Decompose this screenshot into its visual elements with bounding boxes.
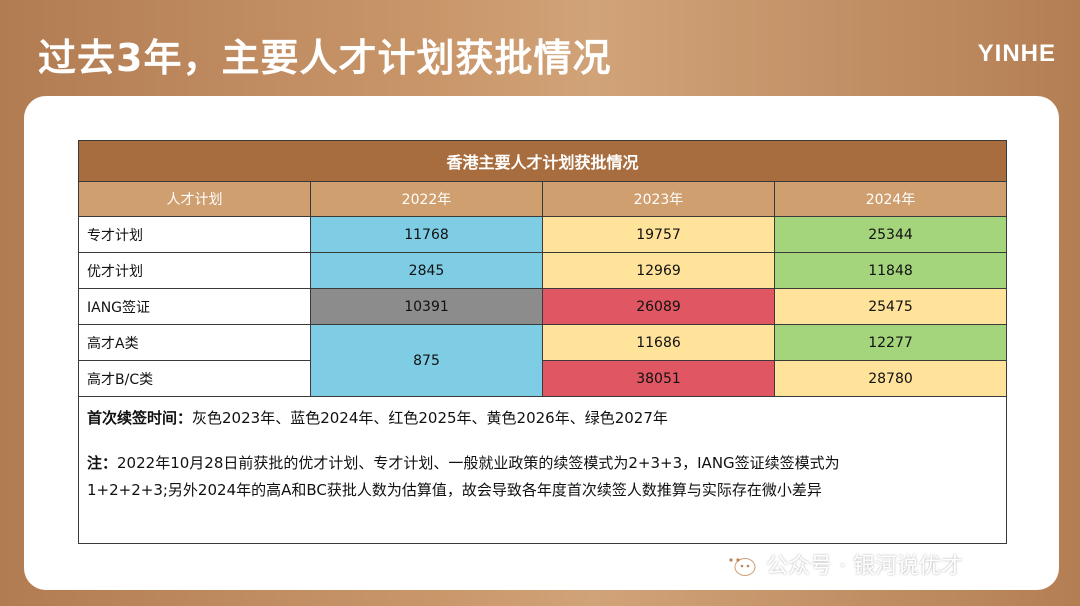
footnote-label: 注： bbox=[87, 454, 118, 472]
slide-title: 过去3年，主要人才计划获批情况 bbox=[38, 36, 612, 80]
watermark-text: 公众号 · 银河说优才 bbox=[766, 554, 963, 579]
cell-2022: 2845 bbox=[310, 252, 543, 289]
table-caption: 香港主要人才计划获批情况 bbox=[77, 140, 1008, 182]
row-label: IANG签证 bbox=[78, 288, 311, 325]
cell-2022-merged: 875 bbox=[310, 324, 543, 397]
header-2022: 2022年 bbox=[310, 181, 543, 217]
renewal-label: 首次续签时间： bbox=[87, 409, 193, 427]
cell-2024: 11848 bbox=[773, 252, 1008, 289]
cell-2023: 38051 bbox=[542, 360, 775, 397]
row-label: 高才A类 bbox=[78, 324, 311, 361]
cell-2024: 25344 bbox=[773, 216, 1008, 253]
header-scheme: 人才计划 bbox=[78, 181, 311, 217]
row-label: 优才计划 bbox=[78, 252, 311, 289]
cell-2023: 11686 bbox=[542, 324, 775, 361]
cell-2023: 12969 bbox=[542, 252, 775, 289]
table-row: 优才计划 2845 12969 11848 bbox=[78, 252, 1008, 289]
cell-2024: 28780 bbox=[773, 360, 1008, 397]
table-row: IANG签证 10391 26089 25475 bbox=[78, 288, 1008, 325]
cell-2023: 26089 bbox=[542, 288, 775, 325]
cell-2023: 19757 bbox=[542, 216, 775, 253]
brand-logo: YINHE bbox=[977, 40, 1056, 67]
header-2023: 2023年 bbox=[542, 181, 775, 217]
renewal-text: 灰色2023年、蓝色2024年、红色2025年、黄色2026年、绿色2027年 bbox=[192, 409, 668, 427]
talent-scheme-table: 香港主要人才计划获批情况 人才计划 2022年 2023年 2024年 专才计划… bbox=[77, 140, 1008, 544]
cell-2022: 10391 bbox=[310, 288, 543, 325]
wechat-icon bbox=[723, 552, 756, 576]
footnote-text-1: 2022年10月28日前获批的优才计划、专才计划、一般就业政策的续签模式为2+3… bbox=[117, 454, 840, 472]
table-row: 高才A类 875 11686 12277 bbox=[78, 324, 1008, 397]
cell-2024: 12277 bbox=[773, 324, 1008, 361]
footnote-line-1: 注：2022年10月28日前获批的优才计划、专才计划、一般就业政策的续签模式为2… bbox=[87, 450, 998, 477]
row-label: 专才计划 bbox=[78, 216, 311, 253]
notes-cell: 首次续签时间：灰色2023年、蓝色2024年、红色2025年、黄色2026年、绿… bbox=[77, 396, 1008, 544]
cell-2024: 25475 bbox=[773, 288, 1008, 325]
footnote-text-2: 1+2+2+3;另外2024年的高A和BC获批人数为估算值，故会导致各年度首次续… bbox=[87, 481, 822, 499]
table-row: 专才计划 11768 19757 25344 bbox=[78, 216, 1008, 253]
row-label: 高才B/C类 bbox=[78, 360, 311, 397]
cell-2022: 11768 bbox=[310, 216, 543, 253]
table-row: 高才B/C类 38051 28780 bbox=[78, 360, 1008, 397]
header-2024: 2024年 bbox=[773, 181, 1008, 217]
renewal-note: 首次续签时间：灰色2023年、蓝色2024年、红色2025年、黄色2026年、绿… bbox=[87, 405, 998, 432]
watermark: 公众号 · 银河说优才 bbox=[722, 548, 963, 580]
